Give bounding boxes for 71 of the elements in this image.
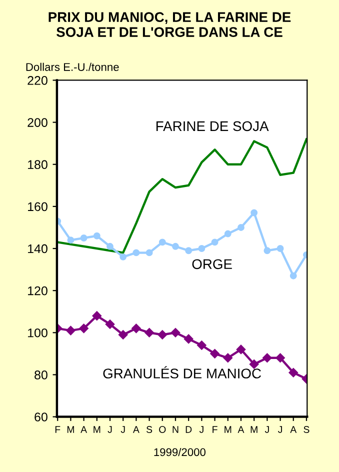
x-tick-label: J: [120, 426, 125, 433]
point: [132, 324, 141, 334]
x-tick-label: S: [304, 426, 310, 433]
y-tick-label: 140: [28, 244, 48, 254]
point: [92, 311, 102, 320]
point: [249, 360, 259, 369]
point: [172, 242, 179, 250]
series-label: ORGE: [192, 259, 232, 270]
x-tick-label: J: [199, 426, 204, 433]
point: [264, 247, 271, 254]
x-tick-label: M: [94, 426, 100, 433]
point: [197, 340, 206, 350]
point: [223, 353, 233, 363]
point: [80, 234, 88, 242]
x-tick-label: D: [186, 426, 192, 433]
x-tick-label: F: [212, 426, 218, 433]
point: [158, 238, 166, 246]
y-tick-label: 60: [34, 412, 48, 422]
point: [276, 353, 285, 363]
x-tick-label: M: [67, 426, 74, 433]
point: [106, 242, 114, 250]
point: [105, 320, 115, 329]
x-tick-label: A: [80, 426, 88, 433]
x-axis-title: 1999/2000: [154, 448, 206, 456]
x-tick-label: F: [55, 426, 60, 433]
y-tick-label: 120: [28, 286, 48, 296]
point: [132, 249, 140, 256]
point: [67, 236, 74, 244]
series-label: FARINE DE SOJA: [156, 121, 269, 132]
point: [146, 249, 153, 256]
point: [236, 344, 246, 354]
y-tick-label: 160: [28, 202, 48, 212]
point: [210, 349, 220, 358]
x-tick-label: J: [108, 426, 112, 433]
x-tick-label: A: [238, 426, 244, 433]
series-label: GRANULÉS DE MANIOC: [103, 366, 261, 378]
point: [224, 230, 232, 238]
point: [238, 224, 244, 231]
point: [118, 330, 128, 340]
chart-title: PRIX DU MANIOC, DE LA FARINE DE SOJA ET DE L'ORGE DANS LA CE: [48, 12, 291, 37]
point: [66, 326, 76, 336]
x-tick-label: J: [264, 426, 269, 433]
point: [288, 368, 298, 378]
point: [211, 238, 218, 246]
point: [262, 353, 272, 363]
y-tick-label: 220: [28, 76, 48, 85]
point: [120, 253, 127, 260]
y-tick-label: 80: [34, 370, 48, 380]
x-tick-label: O: [159, 426, 166, 433]
point: [144, 328, 154, 338]
x-tick-label: M: [250, 426, 258, 433]
point: [185, 247, 192, 254]
point: [158, 330, 168, 340]
x-tick-label: N: [172, 426, 178, 433]
x-tick-label: A: [290, 426, 297, 433]
point: [79, 324, 88, 334]
x-tick-label: S: [146, 426, 152, 433]
y-axis-title: Dollars E.-U./tonne: [26, 62, 119, 71]
y-tick-label: 200: [28, 118, 48, 127]
point: [198, 245, 206, 252]
point: [184, 334, 194, 344]
x-tick-label: M: [224, 426, 232, 433]
y-tick-label: 100: [28, 328, 48, 338]
point: [93, 232, 100, 240]
x-tick-label: A: [132, 426, 140, 433]
y-tick-label: 180: [28, 160, 48, 170]
point: [290, 272, 297, 280]
x-tick-label: J: [278, 426, 282, 433]
point: [276, 245, 284, 252]
point: [250, 209, 258, 216]
point: [170, 328, 180, 338]
